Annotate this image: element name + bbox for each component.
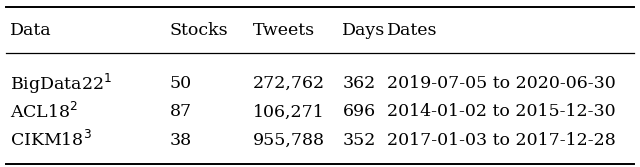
Text: 955,788: 955,788 — [253, 132, 325, 149]
Text: 50: 50 — [170, 75, 192, 92]
Text: 2019-07-05 to 2020-06-30: 2019-07-05 to 2020-06-30 — [387, 75, 616, 92]
Text: Tweets: Tweets — [253, 22, 315, 39]
Text: 272,762: 272,762 — [253, 75, 325, 92]
Text: 2014-01-02 to 2015-12-30: 2014-01-02 to 2015-12-30 — [387, 103, 616, 120]
Text: 352: 352 — [342, 132, 376, 149]
Text: 362: 362 — [342, 75, 376, 92]
Text: Dates: Dates — [387, 22, 438, 39]
Text: Days: Days — [342, 22, 386, 39]
Text: CIKM18$^{3}$: CIKM18$^{3}$ — [10, 130, 92, 150]
Text: 2017-01-03 to 2017-12-28: 2017-01-03 to 2017-12-28 — [387, 132, 616, 149]
Text: Data: Data — [10, 22, 51, 39]
Text: 38: 38 — [170, 132, 192, 149]
Text: Stocks: Stocks — [170, 22, 228, 39]
Text: 106,271: 106,271 — [253, 103, 324, 120]
Text: 696: 696 — [342, 103, 376, 120]
Text: ACL18$^{2}$: ACL18$^{2}$ — [10, 102, 78, 122]
Text: BigData22$^{1}$: BigData22$^{1}$ — [10, 71, 111, 96]
Text: 87: 87 — [170, 103, 192, 120]
